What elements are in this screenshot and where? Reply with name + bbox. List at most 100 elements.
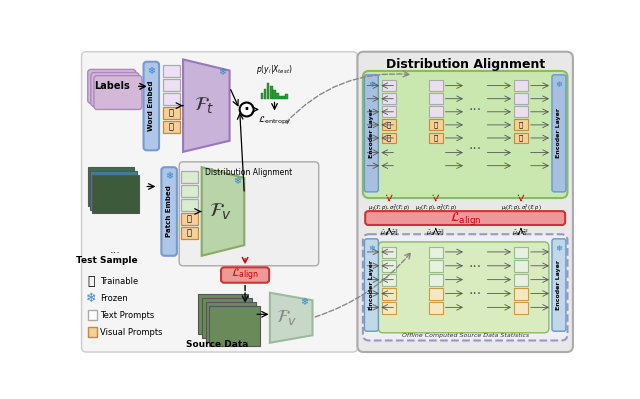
Bar [429,302,443,314]
FancyBboxPatch shape [552,75,566,192]
Bar [382,302,396,314]
Bar [382,119,396,130]
Bar [163,107,180,119]
Text: $\mu_1(\mathcal{T};p),\sigma_1^2(\mathcal{T};p)$: $\mu_1(\mathcal{T};p),\sigma_1^2(\mathca… [368,203,410,213]
Bar [514,93,528,104]
Text: ...: ... [468,138,482,152]
Text: Encoder Layer: Encoder Layer [556,109,561,158]
Text: Word Embed: Word Embed [148,81,154,131]
Bar [267,83,269,99]
Bar [514,274,528,286]
Bar [102,177,119,204]
FancyBboxPatch shape [143,62,159,150]
Text: 🔥: 🔥 [187,228,192,237]
Bar [88,310,97,320]
Text: $p(y_i|X_{test})$: $p(y_i|X_{test})$ [256,63,293,76]
Bar [382,288,396,300]
Bar [514,107,528,117]
Bar [382,274,396,286]
FancyBboxPatch shape [88,69,136,103]
Text: 🔥: 🔥 [387,135,391,141]
FancyBboxPatch shape [365,211,565,225]
Bar [429,247,443,258]
Text: ❄: ❄ [368,79,375,89]
Text: 🔥: 🔥 [519,135,523,141]
Polygon shape [270,293,312,343]
Bar [279,96,282,99]
FancyBboxPatch shape [552,239,566,331]
Bar [180,199,198,211]
Polygon shape [202,167,244,256]
Text: ❄: ❄ [218,67,226,77]
FancyBboxPatch shape [358,52,573,352]
FancyBboxPatch shape [94,75,142,109]
Bar [429,119,443,130]
Text: 🔥: 🔥 [88,275,95,288]
Bar [92,175,139,213]
Bar [209,306,260,346]
Text: Text Prompts: Text Prompts [100,310,154,320]
Text: ❄: ❄ [165,172,173,182]
Bar [514,247,528,258]
Text: 🔥: 🔥 [169,109,174,118]
Bar [88,167,134,206]
Bar [260,93,263,99]
Bar [163,93,180,105]
Polygon shape [183,59,230,152]
Bar [429,93,443,104]
FancyBboxPatch shape [378,242,549,333]
Text: 🔥: 🔥 [187,214,192,223]
Bar [163,65,180,77]
Bar [514,302,528,314]
Text: ...: ... [468,257,482,271]
Text: $\hat{\mu}_l,\hat{\sigma}_l^2$: $\hat{\mu}_l,\hat{\sigma}_l^2$ [513,227,529,238]
Text: $\hat{\mu}_1,\hat{\sigma}_1^2$: $\hat{\mu}_1,\hat{\sigma}_1^2$ [380,227,399,238]
Text: ...: ... [468,99,482,113]
Text: $\mu_2(\mathcal{T};p),\sigma_2^2(\mathcal{T};p)$: $\mu_2(\mathcal{T};p),\sigma_2^2(\mathca… [415,203,457,213]
Bar [429,261,443,272]
FancyBboxPatch shape [363,71,568,198]
Bar [429,107,443,117]
Bar [514,261,528,272]
Bar [90,171,136,209]
Bar [180,171,198,184]
Bar [180,213,198,225]
Text: Trainable: Trainable [100,277,138,286]
FancyBboxPatch shape [363,234,568,340]
FancyBboxPatch shape [91,73,139,107]
FancyBboxPatch shape [161,167,177,256]
Bar [180,185,198,197]
Text: ❄: ❄ [368,243,375,253]
FancyBboxPatch shape [364,239,378,331]
Text: Encoder Layer: Encoder Layer [369,260,374,310]
Bar [514,80,528,91]
Text: ·: · [243,98,251,122]
Text: Distribution Alignment: Distribution Alignment [205,168,292,177]
Text: Frozen: Frozen [100,294,128,302]
Bar [270,86,273,99]
Text: ...: ... [109,245,120,255]
Text: Source Data: Source Data [186,340,248,350]
Text: Offline Computed Source Data Statistics: Offline Computed Source Data Statistics [402,333,529,338]
Bar [382,132,396,143]
Text: Encoder Layer: Encoder Layer [556,260,561,310]
Text: ❄: ❄ [147,66,156,76]
Text: 🔥: 🔥 [434,122,438,128]
Bar [429,288,443,300]
Text: Encoder Layer: Encoder Layer [369,109,374,158]
Text: 🔥: 🔥 [387,122,391,128]
Text: $\hat{\mu}_2,\hat{\sigma}_2^2$: $\hat{\mu}_2,\hat{\sigma}_2^2$ [426,227,445,238]
Bar [382,107,396,117]
Text: $\mathcal{L}_{\rm align}$: $\mathcal{L}_{\rm align}$ [449,209,481,227]
Bar [163,79,180,91]
Bar [382,93,396,104]
Bar [88,328,97,337]
Text: Labels: Labels [94,81,130,91]
Text: $\mathcal{F}_v$: $\mathcal{F}_v$ [276,308,298,327]
Bar [429,132,443,143]
Bar [429,274,443,286]
Text: 🔥: 🔥 [434,135,438,141]
Text: Test Sample: Test Sample [76,256,138,265]
Bar [198,294,248,334]
Text: Visual Prompts: Visual Prompts [100,328,163,336]
